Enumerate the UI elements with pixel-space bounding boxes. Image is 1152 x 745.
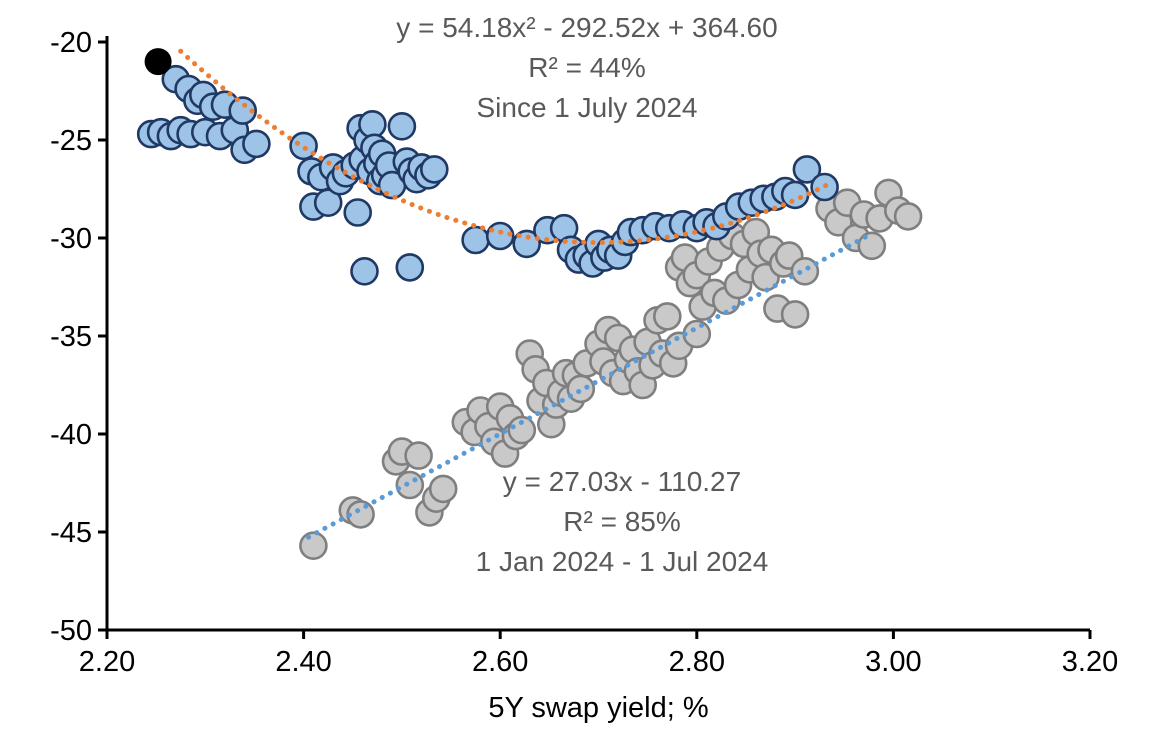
upper-fit-r2: R² = 44%: [528, 52, 646, 83]
lower-fit-period: 1 Jan 2024 - 1 Jul 2024: [475, 546, 769, 577]
annotation-upper-fit: y = 54.18x² - 292.52x + 364.60 R² = 44% …: [337, 8, 837, 128]
y-tick-label: -30: [50, 223, 92, 255]
x-tick-label: 2.40: [275, 646, 331, 678]
data-point: [299, 531, 328, 561]
data-point: [780, 180, 810, 210]
data-point: [313, 188, 343, 217]
data-point: [343, 198, 373, 227]
lower-fit-equation: y = 27.03x - 110.27: [502, 466, 742, 497]
data-point: [652, 302, 682, 331]
y-tick-label: -20: [50, 27, 92, 59]
data-point: [507, 415, 537, 445]
lower-fit-r2: R² = 85%: [563, 506, 681, 537]
x-tick-label: 3.20: [1062, 646, 1118, 678]
x-tick-label: 3.00: [865, 646, 921, 678]
x-tick-label: 2.20: [79, 646, 135, 678]
data-point: [461, 225, 490, 255]
y-tick-label: -25: [50, 125, 92, 157]
data-point: [792, 155, 822, 184]
data-point: [419, 155, 449, 184]
data-point: [404, 441, 433, 470]
y-tick-label: -35: [50, 321, 92, 353]
data-point: [857, 231, 887, 261]
y-tick-label: -45: [50, 517, 92, 549]
data-point: [682, 319, 712, 349]
x-tick-label: 2.60: [472, 646, 528, 678]
data-point: [395, 253, 425, 282]
trendline: [306, 232, 872, 540]
data-point: [790, 256, 820, 286]
upper-fit-equation: y = 54.18x² - 292.52x + 364.60: [396, 12, 778, 43]
data-point: [893, 202, 923, 231]
x-axis-title: 5Y swap yield; %: [488, 692, 709, 724]
annotation-lower-fit: y = 27.03x - 110.27 R² = 85% 1 Jan 2024 …: [397, 462, 847, 582]
y-tick-label: -50: [50, 615, 92, 647]
upper-fit-period: Since 1 July 2024: [476, 92, 698, 123]
y-tick-label: -40: [50, 419, 92, 451]
data-point: [780, 300, 810, 329]
data-point: [428, 474, 458, 504]
data-point: [350, 256, 379, 286]
latest-point: [144, 48, 172, 76]
data-point: [228, 96, 257, 125]
x-tick-label: 2.80: [669, 646, 725, 678]
data-point: [289, 131, 318, 161]
data-point: [387, 112, 417, 141]
data-point: [242, 129, 271, 159]
trendline: [178, 48, 832, 245]
